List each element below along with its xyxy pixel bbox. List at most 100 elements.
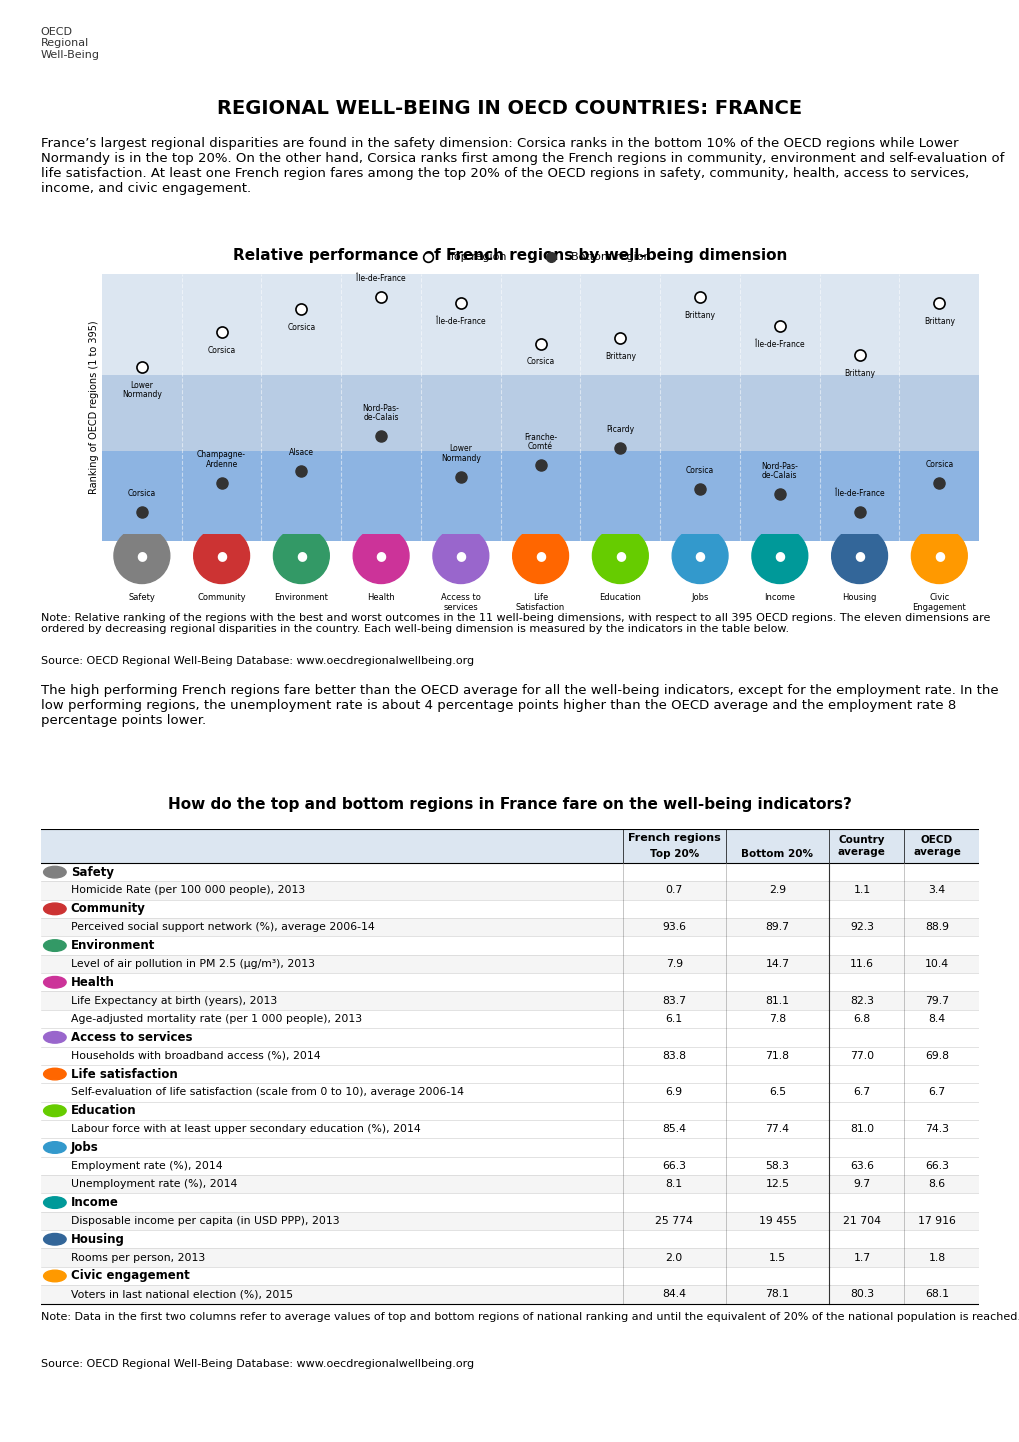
Text: 85.4: 85.4 bbox=[661, 1125, 686, 1135]
Circle shape bbox=[194, 528, 250, 584]
Text: Health: Health bbox=[367, 593, 394, 601]
Circle shape bbox=[44, 1031, 66, 1043]
Text: Corsica: Corsica bbox=[287, 323, 315, 332]
Text: 93.6: 93.6 bbox=[661, 923, 686, 932]
Text: Brittany: Brittany bbox=[604, 352, 635, 360]
Text: 1.5: 1.5 bbox=[768, 1253, 786, 1263]
FancyBboxPatch shape bbox=[41, 919, 978, 936]
Circle shape bbox=[44, 867, 66, 878]
Text: 68.1: 68.1 bbox=[924, 1289, 948, 1299]
Text: 1.1: 1.1 bbox=[853, 885, 869, 895]
Circle shape bbox=[44, 1142, 66, 1154]
Text: Relative performance of French regions by well-being dimension: Relative performance of French regions b… bbox=[232, 248, 787, 262]
Text: 2.9: 2.9 bbox=[768, 885, 786, 895]
Text: 63.6: 63.6 bbox=[849, 1161, 873, 1171]
Circle shape bbox=[830, 528, 887, 584]
Text: 11.6: 11.6 bbox=[849, 959, 873, 969]
Circle shape bbox=[911, 528, 966, 584]
Text: Franche-
Comté: Franche- Comté bbox=[524, 433, 556, 451]
Text: Unemployment rate (%), 2014: Unemployment rate (%), 2014 bbox=[70, 1180, 237, 1190]
Text: 79.7: 79.7 bbox=[924, 995, 948, 1005]
Text: Country
average: Country average bbox=[838, 835, 884, 857]
Circle shape bbox=[44, 976, 66, 988]
Text: Income: Income bbox=[763, 593, 795, 601]
Text: Nord-Pas-
de-Calais: Nord-Pas- de-Calais bbox=[363, 404, 399, 423]
FancyBboxPatch shape bbox=[41, 955, 978, 973]
Text: 6.1: 6.1 bbox=[665, 1014, 682, 1024]
Text: Bottom region: Bottom region bbox=[571, 252, 650, 261]
Text: Age-adjusted mortality rate (per 1 000 people), 2013: Age-adjusted mortality rate (per 1 000 p… bbox=[70, 1014, 362, 1024]
Text: 74.3: 74.3 bbox=[924, 1125, 948, 1135]
Text: ●: ● bbox=[933, 549, 944, 562]
Text: Lower
Normandy: Lower Normandy bbox=[440, 444, 480, 463]
Text: ●: ● bbox=[853, 549, 864, 562]
Text: Community: Community bbox=[197, 593, 246, 601]
Text: 77.0: 77.0 bbox=[849, 1051, 873, 1061]
Text: 7.8: 7.8 bbox=[768, 1014, 786, 1024]
Text: Île-de-France: Île-de-France bbox=[356, 274, 406, 283]
Circle shape bbox=[44, 1197, 66, 1208]
Text: 1.7: 1.7 bbox=[853, 1253, 869, 1263]
Text: 83.7: 83.7 bbox=[661, 995, 686, 1005]
Text: Education: Education bbox=[70, 1105, 137, 1118]
Text: Top 20%: Top 20% bbox=[649, 849, 698, 859]
Text: 8.4: 8.4 bbox=[927, 1014, 945, 1024]
Text: Source: OECD Regional Well-Being Database: www.oecdregionalwellbeing.org: Source: OECD Regional Well-Being Databas… bbox=[41, 656, 474, 666]
Text: 6.5: 6.5 bbox=[768, 1087, 786, 1097]
Circle shape bbox=[44, 903, 66, 914]
Text: Brittany: Brittany bbox=[923, 317, 954, 326]
Text: France’s largest regional disparities are found in the safety dimension: Corsica: France’s largest regional disparities ar… bbox=[41, 137, 1003, 195]
Text: Labour force with at least upper secondary education (%), 2014: Labour force with at least upper seconda… bbox=[70, 1125, 420, 1135]
Circle shape bbox=[353, 528, 409, 584]
Text: ●: ● bbox=[375, 549, 386, 562]
Text: Picardy: Picardy bbox=[605, 425, 634, 434]
Text: Voters in last national election (%), 2015: Voters in last national election (%), 20… bbox=[70, 1289, 292, 1299]
Text: 66.3: 66.3 bbox=[661, 1161, 686, 1171]
Circle shape bbox=[44, 940, 66, 952]
Text: Housing: Housing bbox=[70, 1233, 124, 1246]
FancyBboxPatch shape bbox=[41, 881, 978, 900]
Bar bbox=[102, 451, 978, 541]
Text: Employment rate (%), 2014: Employment rate (%), 2014 bbox=[70, 1161, 222, 1171]
Circle shape bbox=[44, 1105, 66, 1116]
Text: Note: Data in the first two columns refer to average values of top and bottom re: Note: Data in the first two columns refe… bbox=[41, 1312, 1019, 1322]
Text: French regions: French regions bbox=[628, 833, 719, 842]
Text: Life satisfaction: Life satisfaction bbox=[70, 1067, 177, 1080]
Text: Level of air pollution in PM 2.5 (μg/m³), 2013: Level of air pollution in PM 2.5 (μg/m³)… bbox=[70, 959, 315, 969]
Text: 84.4: 84.4 bbox=[661, 1289, 686, 1299]
Text: How do the top and bottom regions in France fare on the well-being indicators?: How do the top and bottom regions in Fra… bbox=[168, 797, 851, 812]
Text: ●: ● bbox=[296, 549, 307, 562]
Text: 7.9: 7.9 bbox=[665, 959, 682, 969]
Text: Homicide Rate (per 100 000 people), 2013: Homicide Rate (per 100 000 people), 2013 bbox=[70, 885, 305, 895]
Text: Lower
Normandy: Lower Normandy bbox=[122, 381, 162, 399]
Text: 3.4: 3.4 bbox=[927, 885, 945, 895]
Text: Safety: Safety bbox=[128, 593, 155, 601]
FancyBboxPatch shape bbox=[41, 1175, 978, 1194]
Text: Perceived social support network (%), average 2006-14: Perceived social support network (%), av… bbox=[70, 923, 374, 932]
Text: ●: ● bbox=[614, 549, 626, 562]
Text: Corsica: Corsica bbox=[127, 489, 156, 497]
FancyBboxPatch shape bbox=[41, 829, 978, 862]
Text: 80.3: 80.3 bbox=[849, 1289, 873, 1299]
Text: 17 916: 17 916 bbox=[917, 1216, 955, 1226]
Text: Civic engagement: Civic engagement bbox=[70, 1269, 190, 1282]
Text: Champagne-
Ardenne: Champagne- Ardenne bbox=[197, 450, 246, 469]
Text: Corsica: Corsica bbox=[526, 358, 554, 366]
Text: 14.7: 14.7 bbox=[764, 959, 789, 969]
Circle shape bbox=[114, 528, 169, 584]
Text: Civic
Engagement: Civic Engagement bbox=[912, 593, 965, 611]
Text: 92.3: 92.3 bbox=[849, 923, 873, 932]
Text: Life Expectancy at birth (years), 2013: Life Expectancy at birth (years), 2013 bbox=[70, 995, 277, 1005]
Text: OECD
average: OECD average bbox=[912, 835, 960, 857]
Text: OECD
Regional
Well-Being: OECD Regional Well-Being bbox=[41, 26, 100, 61]
Text: Corsica: Corsica bbox=[207, 346, 235, 355]
Text: Note: Relative ranking of the regions with the best and worst outcomes in the 11: Note: Relative ranking of the regions wi… bbox=[41, 613, 989, 634]
Text: Households with broadband access (%), 2014: Households with broadband access (%), 20… bbox=[70, 1051, 320, 1061]
Circle shape bbox=[44, 1270, 66, 1282]
Text: 6.9: 6.9 bbox=[665, 1087, 682, 1097]
Text: The high performing French regions fare better than the OECD average for all the: The high performing French regions fare … bbox=[41, 684, 998, 727]
Text: Brittany: Brittany bbox=[684, 311, 715, 320]
Text: ●: ● bbox=[454, 549, 466, 562]
Text: ●: ● bbox=[535, 549, 545, 562]
Text: Life
Satisfaction: Life Satisfaction bbox=[516, 593, 565, 611]
